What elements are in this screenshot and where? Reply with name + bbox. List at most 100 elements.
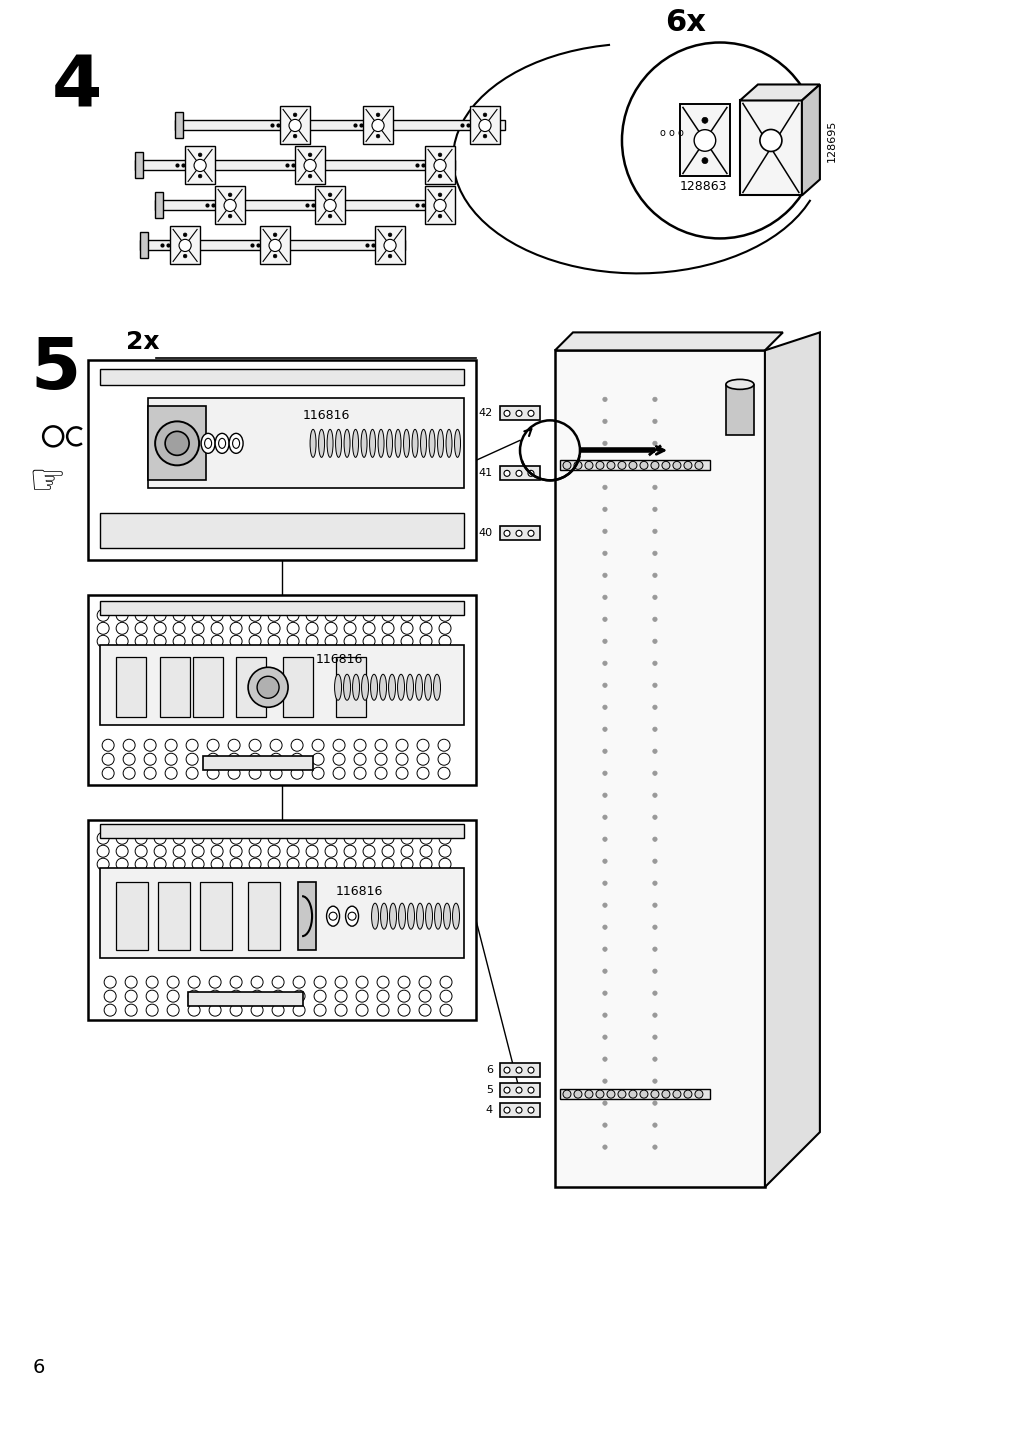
Circle shape: [438, 193, 442, 196]
Circle shape: [420, 623, 432, 634]
Circle shape: [695, 1090, 703, 1098]
Bar: [193, 657, 222, 717]
Circle shape: [388, 233, 391, 236]
Circle shape: [116, 623, 128, 634]
Circle shape: [603, 1101, 607, 1106]
Bar: [236, 657, 266, 717]
Circle shape: [173, 636, 185, 647]
Circle shape: [154, 623, 166, 634]
Circle shape: [249, 623, 261, 634]
Bar: [116, 657, 146, 717]
Bar: [135, 160, 455, 170]
Circle shape: [652, 727, 656, 732]
Circle shape: [528, 530, 534, 537]
Circle shape: [293, 1004, 304, 1017]
Circle shape: [228, 193, 232, 196]
Bar: [499, 407, 540, 421]
Circle shape: [144, 753, 156, 765]
Circle shape: [229, 636, 242, 647]
Polygon shape: [739, 84, 819, 100]
Circle shape: [165, 431, 189, 455]
Ellipse shape: [403, 430, 409, 457]
Circle shape: [270, 768, 282, 779]
Circle shape: [595, 461, 604, 470]
Circle shape: [344, 832, 356, 845]
Polygon shape: [801, 84, 819, 195]
Ellipse shape: [416, 674, 423, 700]
Circle shape: [420, 636, 432, 647]
Circle shape: [291, 739, 302, 752]
Circle shape: [192, 636, 204, 647]
Circle shape: [440, 990, 452, 1002]
Circle shape: [652, 838, 656, 842]
Circle shape: [363, 858, 375, 871]
Circle shape: [652, 925, 656, 929]
Circle shape: [652, 969, 656, 974]
Circle shape: [603, 1012, 607, 1017]
Circle shape: [702, 158, 708, 163]
Circle shape: [146, 1004, 158, 1017]
Bar: [175, 113, 183, 139]
Circle shape: [116, 609, 128, 621]
Ellipse shape: [352, 430, 358, 457]
Ellipse shape: [406, 674, 413, 700]
Circle shape: [417, 768, 429, 779]
Circle shape: [116, 636, 128, 647]
Circle shape: [439, 845, 451, 858]
Text: 5: 5: [485, 1085, 492, 1095]
Circle shape: [104, 1004, 116, 1017]
Circle shape: [652, 441, 656, 445]
Circle shape: [207, 739, 219, 752]
Circle shape: [683, 461, 692, 470]
Circle shape: [272, 977, 284, 988]
Circle shape: [328, 215, 332, 218]
Circle shape: [344, 636, 356, 647]
Circle shape: [603, 617, 607, 621]
Circle shape: [603, 793, 607, 798]
Bar: [116, 882, 148, 951]
Circle shape: [439, 636, 451, 647]
Circle shape: [209, 1004, 220, 1017]
Circle shape: [249, 609, 261, 621]
Circle shape: [227, 753, 240, 765]
Circle shape: [135, 845, 147, 858]
Circle shape: [188, 990, 200, 1002]
Circle shape: [397, 977, 409, 988]
Circle shape: [503, 470, 510, 477]
Circle shape: [382, 832, 393, 845]
Circle shape: [97, 832, 109, 845]
Bar: [559, 1090, 710, 1100]
Ellipse shape: [394, 430, 400, 457]
Circle shape: [618, 1090, 626, 1098]
Circle shape: [273, 255, 277, 258]
Circle shape: [248, 667, 288, 707]
Circle shape: [328, 193, 332, 196]
Circle shape: [257, 676, 279, 699]
Bar: [739, 100, 801, 195]
Circle shape: [503, 1107, 510, 1113]
Ellipse shape: [411, 430, 418, 457]
Bar: [160, 657, 190, 717]
Circle shape: [652, 463, 656, 467]
Circle shape: [419, 1004, 431, 1017]
Circle shape: [146, 977, 158, 988]
Bar: [155, 192, 163, 219]
Circle shape: [125, 1004, 137, 1017]
Ellipse shape: [371, 904, 378, 929]
Ellipse shape: [218, 438, 225, 448]
Circle shape: [628, 1090, 636, 1098]
Circle shape: [603, 859, 607, 863]
Ellipse shape: [433, 674, 440, 700]
Circle shape: [344, 623, 356, 634]
Circle shape: [251, 990, 263, 1002]
Circle shape: [305, 832, 317, 845]
Circle shape: [188, 1004, 200, 1017]
Circle shape: [400, 845, 412, 858]
Circle shape: [335, 1004, 347, 1017]
Circle shape: [652, 1012, 656, 1017]
Circle shape: [603, 904, 607, 908]
Bar: [554, 351, 764, 1187]
Circle shape: [622, 43, 817, 238]
Circle shape: [287, 609, 299, 621]
Bar: [298, 882, 315, 951]
